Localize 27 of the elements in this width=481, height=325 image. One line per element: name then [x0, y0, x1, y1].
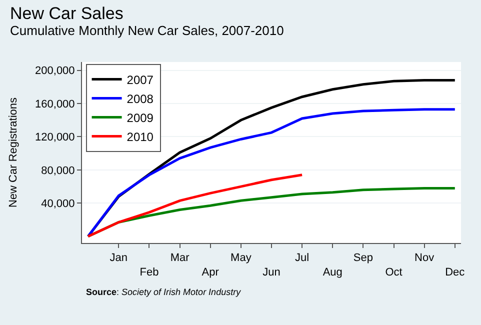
legend-label: 2009: [126, 110, 154, 125]
legend-label: 2007: [126, 72, 154, 87]
line-series: [86, 174, 304, 238]
y-axis-title: New Car Registrations: [8, 96, 20, 208]
x-tick-label: Apr: [202, 266, 220, 278]
x-tick-label: Nov: [414, 252, 435, 264]
x-tick-label: Feb: [140, 266, 159, 278]
x-tick-label: Jul: [295, 252, 310, 264]
legend-label: 2008: [126, 92, 154, 106]
chart-title: New Car Sales: [10, 4, 124, 23]
y-tick-label: 120,000: [35, 132, 75, 144]
x-tick-label: Oct: [385, 266, 402, 278]
y-tick-label: 160,000: [35, 98, 75, 110]
x-tick-label: Sep: [353, 252, 373, 264]
x-tick-label: May: [230, 252, 252, 264]
x-tick-label: Aug: [322, 266, 342, 278]
y-tick-label: 200,000: [35, 65, 75, 78]
x-tick-label: Mar: [170, 252, 190, 264]
line-series: [86, 108, 456, 238]
y-tick-label: 80,000: [41, 164, 75, 177]
x-tick-label: Dec: [445, 266, 466, 278]
chart-subtitle: Cumulative Monthly New Car Sales, 2007-2010: [10, 23, 284, 38]
source-note: Source: Society of Irish Motor Industry: [86, 287, 242, 297]
x-tick-label: Jun: [262, 266, 280, 278]
legend-label: 2010: [126, 130, 154, 144]
y-tick-label: 40,000: [41, 198, 75, 210]
x-tick-label: Jan: [110, 252, 128, 264]
